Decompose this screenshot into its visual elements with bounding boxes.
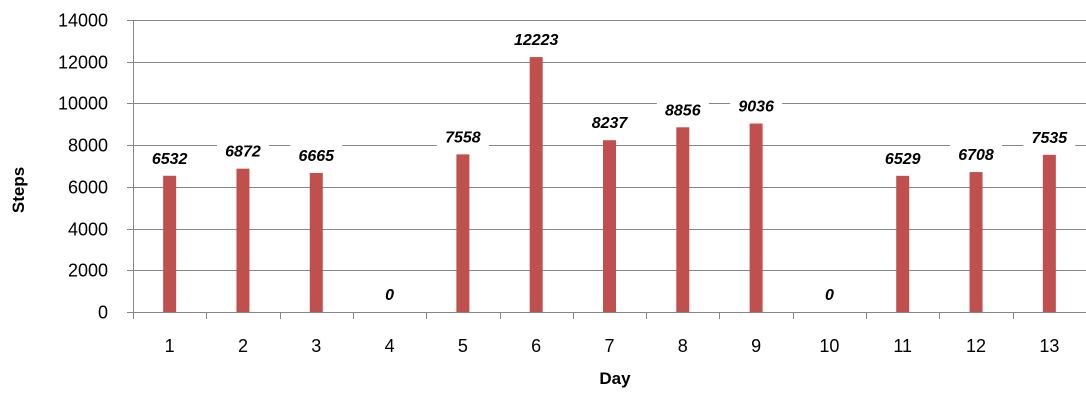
data-label-background bbox=[656, 99, 709, 122]
x-tick-label: 2 bbox=[238, 336, 248, 356]
y-tick-label: 0 bbox=[98, 303, 108, 323]
bar bbox=[1042, 154, 1056, 312]
bar bbox=[456, 154, 470, 312]
y-tick-label: 12000 bbox=[58, 53, 108, 73]
data-label: 0 bbox=[385, 287, 394, 304]
y-tick-label: 6000 bbox=[68, 178, 108, 198]
y-tick-label: 8000 bbox=[68, 136, 108, 156]
bar bbox=[969, 172, 983, 312]
x-tick-label: 6 bbox=[531, 336, 541, 356]
data-label-background bbox=[583, 112, 636, 135]
x-axis: 1 2 3 4 5 6 7 8 9 10 11 12 13 bbox=[127, 20, 1086, 356]
x-tick-label: 9 bbox=[751, 336, 761, 356]
bar bbox=[749, 123, 763, 313]
bar bbox=[236, 168, 250, 312]
data-label-background bbox=[143, 147, 196, 170]
data-label-background bbox=[876, 147, 929, 170]
x-tick-label: 11 bbox=[893, 336, 912, 356]
x-tick-label: 1 bbox=[165, 336, 175, 356]
y-tick-label: 10000 bbox=[58, 94, 108, 114]
x-tick-label: 7 bbox=[604, 336, 614, 356]
bar bbox=[896, 175, 910, 312]
x-tick-label: 5 bbox=[458, 336, 468, 356]
data-labels: 6532 6872 6665 0 7558 12223 8237 8856 9036 0 6529 6… bbox=[143, 29, 1076, 306]
y-tick-label: 2000 bbox=[68, 261, 108, 281]
data-label-background bbox=[817, 284, 842, 306]
data-label-background bbox=[1023, 126, 1076, 149]
data-label-background bbox=[436, 126, 489, 149]
bar bbox=[603, 140, 616, 312]
data-label: 0 bbox=[825, 287, 834, 304]
data-label: 6708 bbox=[958, 147, 994, 164]
data-label-background bbox=[216, 140, 269, 163]
data-label: 6665 bbox=[298, 148, 335, 165]
data-label: 6529 bbox=[885, 151, 921, 168]
data-label-background bbox=[950, 144, 1003, 167]
data-label: 7558 bbox=[445, 129, 481, 146]
bar bbox=[676, 127, 690, 312]
data-label: 7535 bbox=[1032, 130, 1069, 147]
data-label: 9036 bbox=[738, 99, 774, 116]
x-tick-label: 8 bbox=[678, 336, 688, 356]
y-tick-label: 14000 bbox=[58, 11, 108, 31]
x-tick-label: 4 bbox=[385, 336, 395, 356]
x-tick-label: 12 bbox=[966, 336, 986, 356]
bar bbox=[529, 57, 543, 313]
data-label: 6872 bbox=[225, 144, 261, 161]
data-label: 12223 bbox=[514, 32, 559, 49]
x-tick-label: 13 bbox=[1039, 336, 1059, 356]
bars bbox=[163, 57, 1056, 313]
y-axis-ticks: 0 2000 4000 6000 8000 10000 12000 14000 bbox=[58, 11, 108, 323]
data-label: 6532 bbox=[152, 151, 188, 168]
data-label: 8856 bbox=[665, 102, 701, 119]
data-label-background bbox=[505, 29, 567, 52]
y-axis-title: Steps bbox=[9, 167, 28, 213]
data-label-background bbox=[290, 144, 343, 167]
y-tick-label: 4000 bbox=[68, 220, 108, 240]
x-axis-title: Day bbox=[599, 369, 631, 388]
data-label-background bbox=[730, 95, 783, 118]
x-tick-label: 10 bbox=[819, 336, 839, 356]
data-label-background bbox=[377, 284, 402, 306]
x-tick-label: 3 bbox=[311, 336, 321, 356]
bar bbox=[163, 175, 177, 312]
data-label: 8237 bbox=[592, 115, 629, 132]
bar bbox=[309, 172, 323, 312]
